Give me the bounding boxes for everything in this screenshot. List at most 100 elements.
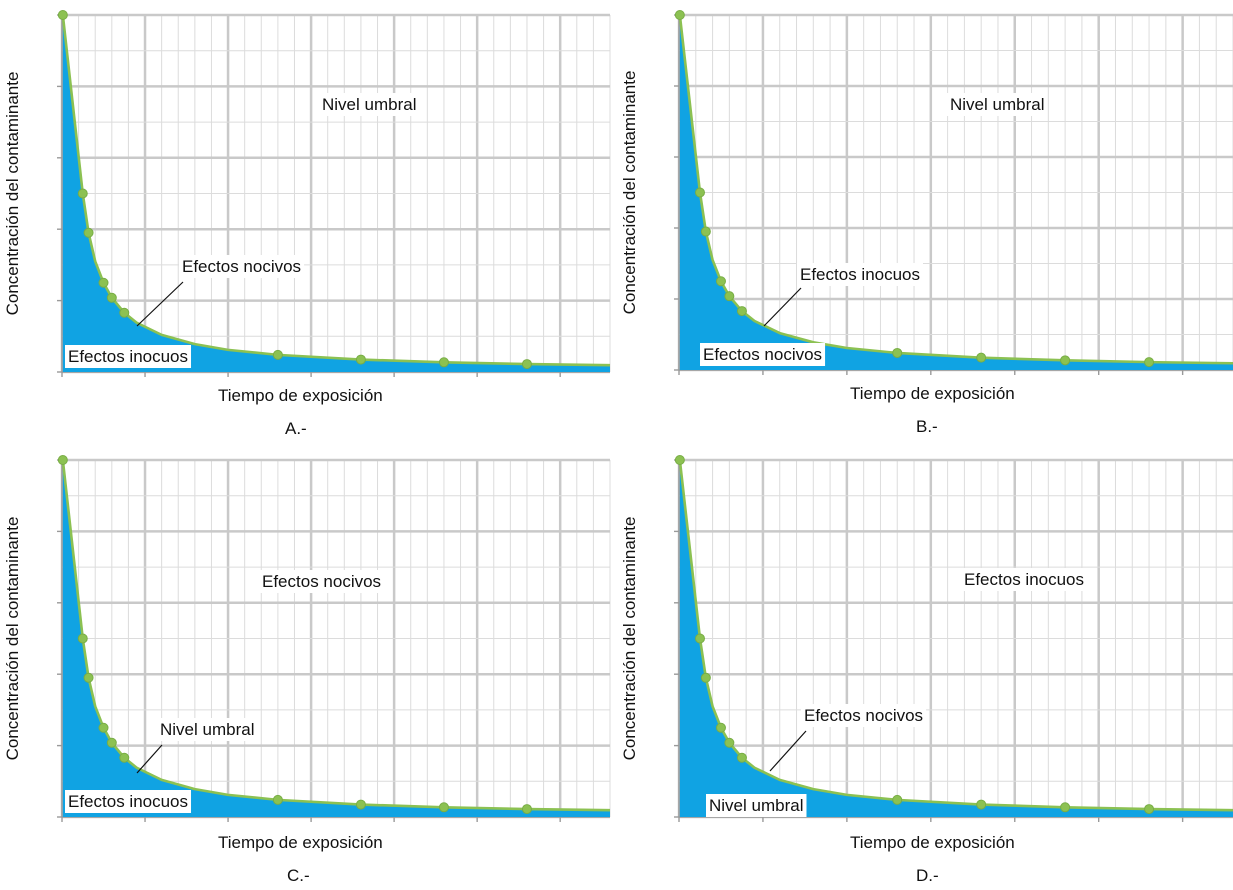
upper-region-label-group: Efectos inocuos bbox=[961, 568, 1088, 591]
data-point bbox=[976, 799, 987, 810]
grid bbox=[677, 13, 1233, 372]
data-curve bbox=[678, 14, 1233, 365]
chart-panel-d: Concentración del contaminante Efectos in… bbox=[617, 445, 1233, 890]
data-point bbox=[119, 307, 130, 318]
data-point bbox=[694, 187, 705, 198]
chart-d-svg: Concentración del contaminante Efectos in… bbox=[620, 455, 1233, 822]
curve-label-bg bbox=[801, 704, 927, 727]
data-point bbox=[1060, 802, 1071, 813]
upper-region-label-bg bbox=[259, 570, 385, 593]
panel-caption: D.- bbox=[916, 866, 939, 885]
lower-region-label-bg bbox=[700, 343, 826, 366]
data-point bbox=[106, 292, 117, 303]
lower-region-label-bg bbox=[706, 794, 807, 817]
data-point bbox=[724, 737, 735, 748]
panel-caption: C.- bbox=[287, 866, 310, 885]
x-axis-title: Tiempo de exposición bbox=[850, 833, 1015, 852]
y-axis-title: Concentración del contaminante bbox=[620, 71, 639, 315]
grid bbox=[677, 458, 1233, 819]
data-point bbox=[1144, 357, 1155, 368]
data-point bbox=[355, 354, 366, 365]
y-axis-title: Concentración del contaminante bbox=[3, 72, 22, 316]
lower-region-label-group: Nivel umbral bbox=[706, 794, 807, 817]
chart-panel-a: Concentración del contaminante Nivel umbr… bbox=[0, 0, 616, 445]
upper-region-label: Nivel umbral bbox=[950, 95, 1044, 114]
curve-label: Nivel umbral bbox=[160, 720, 254, 739]
data-curve bbox=[61, 14, 611, 367]
data-point bbox=[700, 226, 711, 237]
data-point bbox=[736, 752, 747, 763]
curve-label-group: Efectos nocivos bbox=[801, 704, 927, 727]
chart-panel-b: Concentración del contaminante Nivel umbr… bbox=[617, 0, 1233, 445]
data-area bbox=[679, 15, 1233, 370]
data-area bbox=[679, 460, 1233, 817]
data-point bbox=[976, 352, 987, 363]
data-point bbox=[700, 672, 711, 683]
upper-region-label-group: Efectos nocivos bbox=[259, 570, 385, 593]
data-point bbox=[272, 794, 283, 805]
upper-region-label-group: Nivel umbral bbox=[947, 93, 1048, 116]
chart-a-svg: Concentración del contaminante Nivel umbr… bbox=[3, 10, 611, 377]
y-axis-title: Concentración del contaminante bbox=[3, 517, 22, 761]
data-point bbox=[438, 357, 449, 368]
chart-b-svg: Concentración del contaminante Nivel umbr… bbox=[620, 10, 1233, 375]
data-point bbox=[272, 349, 283, 360]
grid bbox=[60, 458, 611, 819]
data-point bbox=[77, 633, 88, 644]
label-leader-line bbox=[136, 281, 184, 327]
y-axis-title: Concentración del contaminante bbox=[620, 517, 639, 761]
data-point bbox=[1144, 804, 1155, 815]
panel-caption: B.- bbox=[916, 417, 938, 436]
data-curve bbox=[61, 459, 611, 812]
upper-region-label-bg bbox=[947, 93, 1048, 116]
lower-region-label: Efectos inocuos bbox=[68, 347, 188, 366]
data-point bbox=[98, 277, 109, 288]
curve-label-group: Efectos nocivos bbox=[179, 255, 305, 278]
data-point bbox=[98, 722, 109, 733]
x-axis-title: Tiempo de exposición bbox=[218, 386, 383, 405]
upper-region-label-bg bbox=[319, 93, 420, 116]
curve-label: Efectos inocuos bbox=[800, 265, 920, 284]
curve-label: Efectos nocivos bbox=[804, 706, 923, 725]
data-area bbox=[62, 15, 610, 372]
lower-region-label: Efectos nocivos bbox=[703, 345, 822, 364]
data-point bbox=[715, 722, 726, 733]
lower-region-label-group: Efectos inocuos bbox=[65, 345, 192, 368]
lower-region-label: Nivel umbral bbox=[709, 796, 803, 815]
x-axis-title: Tiempo de exposición bbox=[850, 384, 1015, 403]
data-point bbox=[892, 347, 903, 358]
data-point bbox=[83, 227, 94, 238]
data-point bbox=[119, 752, 130, 763]
data-point bbox=[892, 794, 903, 805]
data-point bbox=[355, 799, 366, 810]
lower-region-label-group: Efectos inocuos bbox=[65, 790, 192, 813]
data-point bbox=[57, 10, 68, 20]
data-point bbox=[83, 672, 94, 683]
curve-label-bg bbox=[157, 718, 258, 741]
upper-region-label-group: Nivel umbral bbox=[319, 93, 420, 116]
data-point bbox=[1060, 355, 1071, 366]
data-point bbox=[724, 291, 735, 302]
data-point bbox=[674, 455, 685, 465]
chart-panel-c: Concentración del contaminante Efectos no… bbox=[0, 445, 616, 890]
curve-label: Efectos nocivos bbox=[182, 257, 301, 276]
data-point bbox=[736, 306, 747, 317]
upper-region-label-bg bbox=[961, 568, 1088, 591]
data-point bbox=[694, 633, 705, 644]
data-point bbox=[674, 10, 685, 20]
data-point bbox=[77, 188, 88, 199]
data-point bbox=[438, 802, 449, 813]
data-point bbox=[715, 276, 726, 287]
upper-region-label: Nivel umbral bbox=[322, 95, 416, 114]
grid bbox=[60, 13, 611, 374]
lower-region-label-group: Efectos nocivos bbox=[700, 343, 826, 366]
curve-label-group: Efectos inocuos bbox=[797, 263, 924, 286]
data-point bbox=[57, 455, 68, 465]
data-point bbox=[106, 737, 117, 748]
data-point bbox=[521, 359, 532, 370]
lower-region-label: Efectos inocuos bbox=[68, 792, 188, 811]
label-leader-line bbox=[136, 744, 163, 774]
panel-caption: A.- bbox=[285, 419, 307, 438]
upper-region-label: Efectos inocuos bbox=[964, 570, 1084, 589]
upper-region-label: Efectos nocivos bbox=[262, 572, 381, 591]
